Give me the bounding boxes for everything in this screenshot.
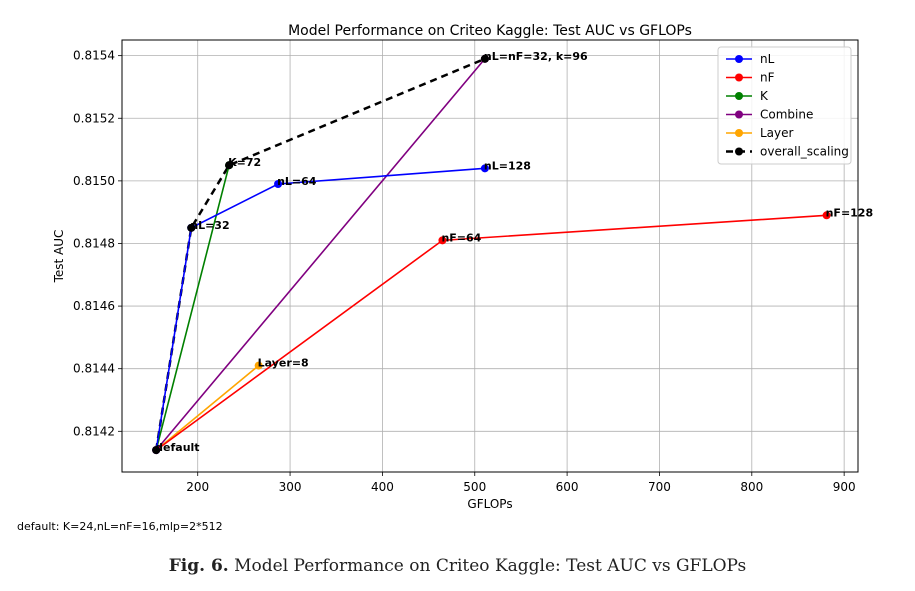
plot-frame	[121, 39, 859, 473]
footnote: default: K=24,nL=nF=16,mlp=2*512	[17, 520, 223, 533]
y-tick-label: 0.8142	[73, 424, 115, 438]
x-tick-label: 200	[186, 480, 209, 494]
annotations: default nL=32 K=72 nL=64 nL=128 nL=nF=32, k=9…	[155, 50, 873, 454]
y-tick-label: 0.8152	[73, 111, 115, 125]
annotation-label: nL=nF=32, k=96	[484, 50, 588, 63]
figure-caption: Fig. 6. Model Performance on Criteo Kagg…	[0, 556, 915, 576]
series-line-nf	[155, 214, 827, 451]
y-tick-label: 0.8146	[73, 299, 115, 313]
annotation-label: nL=64	[277, 175, 317, 188]
series-line-k	[155, 165, 230, 451]
x-tick-label: 600	[556, 480, 579, 494]
caption-text: Model Performance on Criteo Kaggle: Test…	[234, 556, 747, 576]
point-overall-scaling	[187, 223, 196, 232]
legend-label-k: K	[760, 89, 769, 103]
x-tick-label: 900	[833, 480, 856, 494]
plot-series	[152, 54, 831, 455]
y-tick-label: 0.8144	[73, 362, 115, 376]
legend-marker-nl	[735, 55, 743, 63]
chart-title: Model Performance on Criteo Kaggle: Test…	[288, 23, 692, 39]
x-tick-label: 300	[279, 480, 302, 494]
y-tick-label: 0.8148	[73, 236, 115, 250]
point-nl	[274, 180, 283, 188]
annotation-label: default	[155, 441, 199, 454]
x-axis-label: GFLOPs	[467, 497, 512, 511]
legend-label-layer: Layer	[760, 126, 794, 140]
legend-marker-layer	[735, 129, 743, 137]
point-layer	[254, 361, 263, 370]
legend-box	[717, 46, 852, 165]
annotation-label: K=72	[228, 156, 261, 169]
x-tick-label: 700	[648, 480, 671, 494]
annotation-label: nL=128	[484, 159, 531, 172]
legend-marker-k	[735, 92, 743, 100]
legend-marker-overall-scaling	[735, 147, 743, 156]
point-overall-scaling	[225, 161, 234, 170]
x-tick-label: 800	[740, 480, 763, 494]
series-line-combine	[155, 58, 486, 451]
legend-label-nf: nF	[760, 71, 775, 85]
y-axis-label: Test AUC	[52, 230, 66, 284]
series-line-layer	[155, 364, 260, 451]
annotation-label: nF=64	[441, 231, 481, 244]
legend: nL nF K Combine Layer overall_scaling	[717, 46, 852, 165]
legend-label-combine: Combine	[760, 108, 813, 122]
point-nl	[480, 164, 489, 173]
annotation-label: Layer=8	[258, 357, 309, 370]
legend-label-nl: nL	[760, 52, 775, 66]
point-overall-scaling	[480, 54, 489, 63]
x-tick-label: 500	[463, 480, 486, 494]
point-overall-scaling	[152, 446, 161, 455]
y-tick-label: 0.8150	[73, 174, 115, 188]
y-tick-label: 0.8154	[73, 49, 115, 63]
axis-ticks: 200 300 400 500 600 700 800 900 0.8142 0.8144 0.81…	[73, 49, 856, 494]
point-nf	[822, 211, 831, 220]
legend-label-overall-scaling: overall_scaling	[760, 145, 849, 159]
annotation-label: nF=128	[826, 206, 874, 219]
legend-marker-combine	[735, 110, 743, 119]
caption-label: Fig. 6.	[168, 556, 229, 576]
series-line-nl	[155, 167, 485, 451]
legend-marker-nf	[735, 73, 743, 82]
point-nf	[438, 236, 447, 245]
annotation-label: nL=32	[190, 219, 229, 232]
x-tick-label: 400	[371, 480, 394, 494]
